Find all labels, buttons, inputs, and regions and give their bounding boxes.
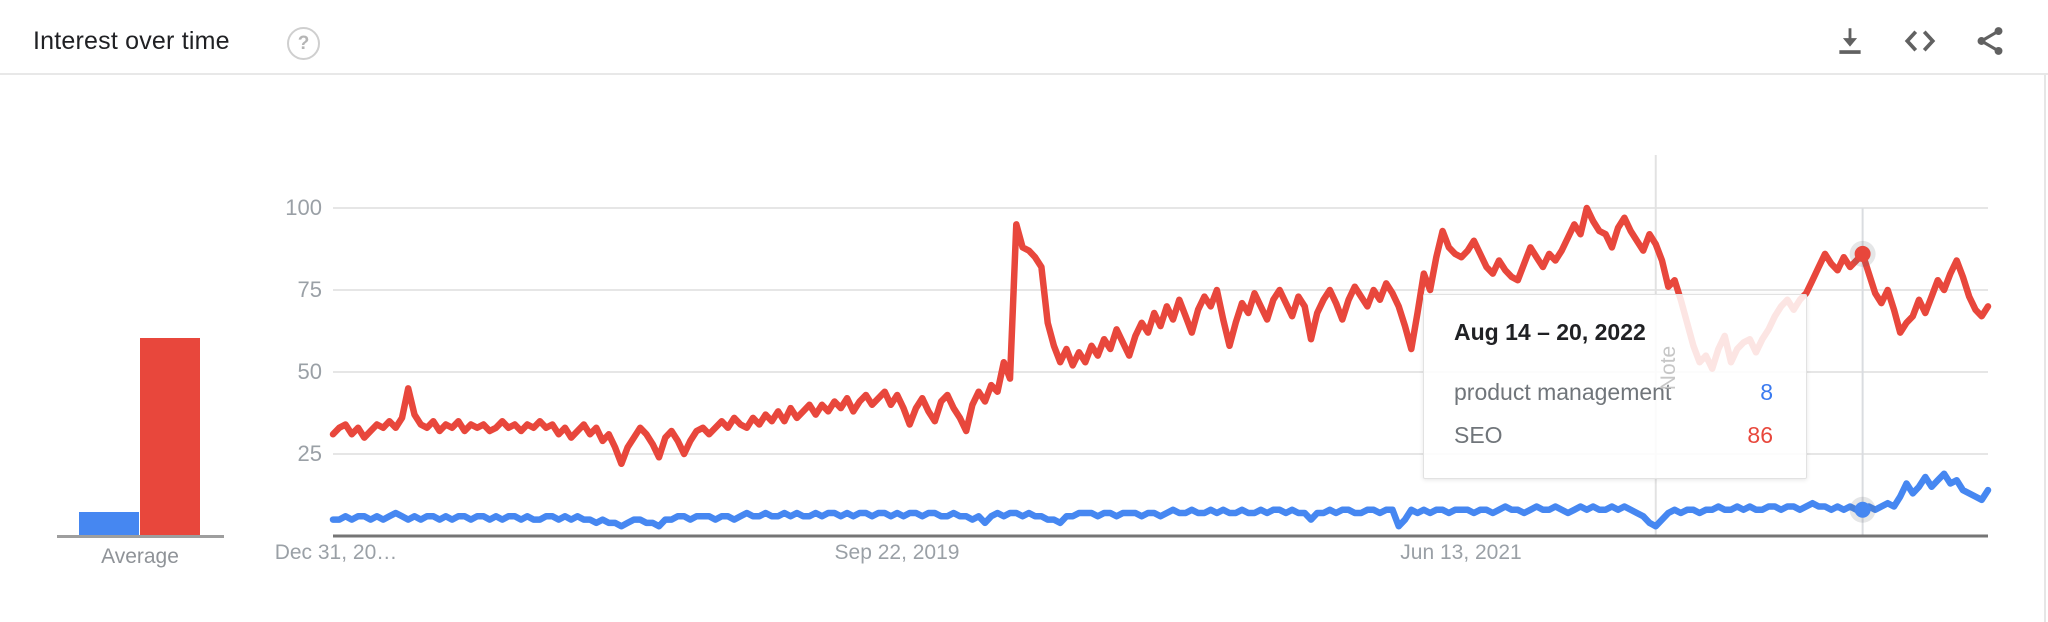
- panel-right-edge: [2044, 75, 2046, 622]
- x-tick-sep-22-2019: Sep 22, 2019: [834, 541, 960, 564]
- chart-tooltip: Aug 14 – 20, 2022 product management 8 S…: [1423, 294, 1807, 479]
- note-marker-label[interactable]: Note: [1657, 345, 1680, 391]
- average-bar-seo: [140, 338, 200, 535]
- embed-button[interactable]: [1903, 24, 1937, 58]
- question-mark-glyph: ?: [297, 32, 310, 54]
- tooltip-row-seo: SEO 86: [1454, 422, 1773, 449]
- SEO-hover-dot: [1854, 245, 1871, 262]
- tooltip-date-title: Aug 14 – 20, 2022: [1454, 319, 1646, 345]
- page-title: Interest over time: [33, 27, 230, 55]
- tooltip-series-label: product management: [1454, 379, 1672, 405]
- average-bar-product-management: [79, 512, 139, 535]
- y-tick-25: 25: [297, 441, 322, 466]
- download-button[interactable]: [1833, 24, 1867, 58]
- help-icon[interactable]: ?: [287, 27, 320, 60]
- product-management-series-line: [329, 470, 1992, 530]
- share-button[interactable]: [1973, 24, 2007, 58]
- y-tick-50: 50: [297, 359, 322, 384]
- tooltip-series-label: SEO: [1454, 422, 1503, 448]
- download-icon: [1833, 24, 1867, 58]
- tooltip-series-value: 86: [1747, 422, 1773, 448]
- average-label: Average: [101, 545, 179, 568]
- y-tick-75: 75: [297, 277, 322, 302]
- code-brackets-icon: [1903, 24, 1937, 58]
- tooltip-series-value: 8: [1760, 379, 1773, 405]
- product-management-hover-dot: [1854, 501, 1871, 518]
- average-axis-line: [57, 535, 224, 538]
- tooltip-row-product-management: product management 8: [1454, 379, 1773, 406]
- x-tick-jun-13-2021: Jun 13, 2021: [1400, 541, 1522, 564]
- share-icon: [1973, 24, 2007, 58]
- panel-header: Interest over time ?: [0, 0, 2048, 75]
- y-tick-100: 100: [285, 195, 322, 220]
- x-tick-dec-31: Dec 31, 20…: [274, 541, 398, 564]
